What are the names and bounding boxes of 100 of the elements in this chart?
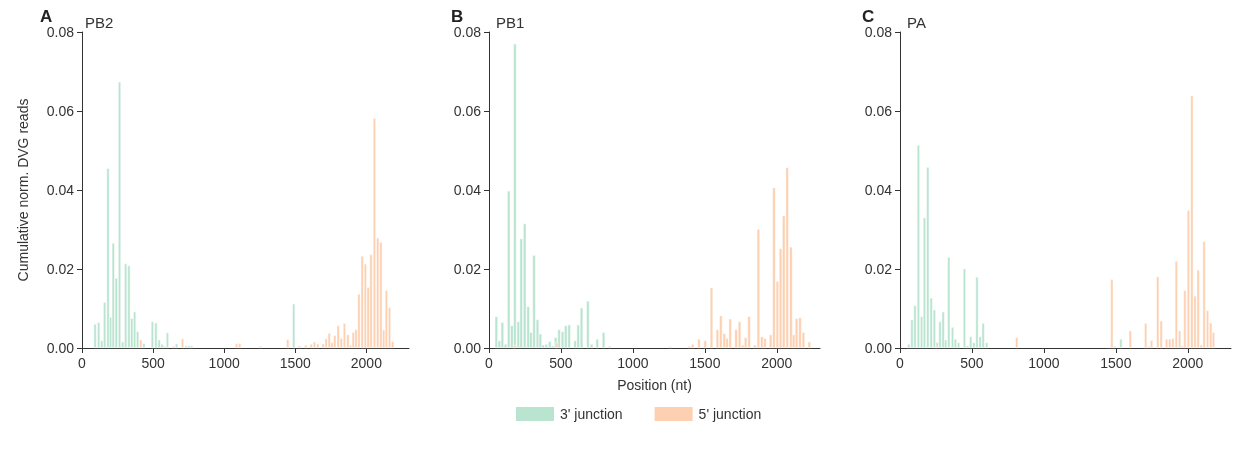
bar [292,303,296,348]
x-tick-label: 1500 [1100,355,1132,371]
bar [165,332,169,348]
bar [327,332,331,348]
bar [373,118,376,348]
bar [794,318,799,348]
x-tick-label: 1000 [617,355,649,371]
bar [601,332,606,348]
bar [118,81,121,348]
y-tick-label: 0.04 [864,182,893,198]
bar [564,325,568,348]
y-tick-label: 0.06 [453,103,482,119]
bar [747,316,751,348]
bar [238,343,242,348]
bar [544,344,548,348]
bar [703,340,707,348]
bar [947,257,951,348]
x-tick-label: 500 [549,355,573,371]
bar [336,325,340,348]
y-tick-label: 0.04 [46,182,75,198]
y-tick-label: 0.08 [46,24,75,40]
bar [807,341,811,348]
text: C [862,7,875,26]
bar [763,338,767,348]
bar [709,287,714,348]
x-tick-label: 500 [141,355,165,371]
bar [785,167,789,348]
bar [737,321,742,348]
bar [532,255,536,348]
bar [523,223,527,348]
bar [1015,337,1019,348]
bar [1128,330,1132,348]
bar [586,301,590,348]
bar [916,144,920,348]
legend-label: 3' junction [560,406,623,422]
bar [969,336,973,348]
bar [133,311,137,348]
text: B [451,7,464,26]
bar [691,344,695,348]
y-tick-label: 0.06 [46,103,75,119]
bar [557,329,561,348]
bar [548,341,552,348]
y-tick-label: 0.02 [864,261,893,277]
bar [343,323,346,348]
bar [142,343,146,348]
bar [981,323,985,348]
x-tick-label: 1500 [279,355,312,371]
bar [384,290,388,348]
y-axis-title: Cumulative norm. DVG reads [15,98,31,282]
bar [963,268,966,348]
y-tick-label: 0.08 [864,24,893,40]
x-tick-label: 0 [78,355,87,371]
bar [181,338,184,348]
text: A [40,7,53,26]
x-tick-label: 0 [896,355,905,371]
bar [772,187,776,348]
bar [93,323,97,348]
bar [127,265,131,348]
bar [316,343,320,348]
y-tick-label: 0.00 [453,340,482,356]
bar [579,307,584,348]
bar [1174,261,1178,348]
bar [728,318,732,348]
x-tick-label: 2000 [350,355,383,371]
bar [957,342,961,348]
x-tick-label: 1000 [208,355,240,371]
bar [286,339,290,348]
bar [975,276,979,348]
bar [1144,323,1148,348]
bar [500,322,504,348]
x-axis-title: Position (nt) [617,377,692,393]
chart-title: PA [907,14,926,31]
legend-label: 5' junction [698,406,762,422]
bar [1150,340,1154,348]
bar [798,317,802,348]
bar [1119,338,1123,348]
bar [1165,338,1168,348]
y-tick-label: 0.06 [864,103,893,119]
bar [567,324,571,348]
x-tick-label: 2000 [1172,355,1204,371]
x-tick-label: 500 [960,355,984,371]
x-tick-label: 1500 [689,355,721,371]
bar [97,322,101,348]
bar [360,255,364,348]
x-tick-label: 1000 [1028,355,1060,371]
bar [124,263,128,348]
y-tick-label: 0.00 [46,340,75,356]
bar [1110,279,1114,348]
y-tick-label: 0.08 [453,24,482,40]
bar [1156,276,1160,348]
x-tick-label: 2000 [761,355,793,371]
bar [697,338,701,348]
bar [507,190,511,348]
bar [313,341,316,348]
bar [1202,241,1206,348]
bar [235,343,238,348]
y-tick-label: 0.00 [864,340,893,356]
y-tick-label: 0.04 [453,182,482,198]
bar [1190,95,1194,348]
bar [175,343,178,348]
